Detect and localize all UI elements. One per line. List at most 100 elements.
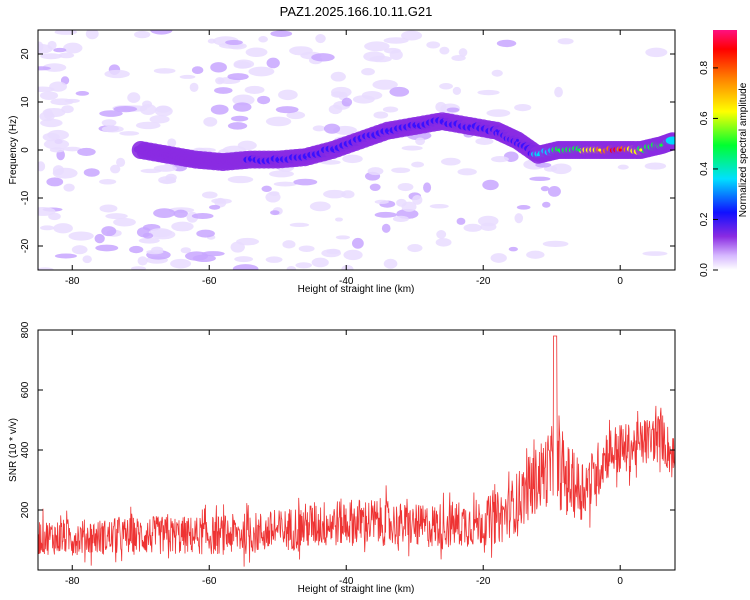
spectrogram-noise-blob <box>191 66 204 75</box>
spectrogram-noise-blob <box>542 201 551 208</box>
spectrogram-noise-blob <box>617 164 629 170</box>
spectrogram-noise-blob <box>104 69 130 79</box>
spectrogram-y-label: Frequency (Hz) <box>8 116 19 185</box>
spectrogram-noise-blob <box>105 213 128 220</box>
spectrogram-noise-blob <box>529 176 551 182</box>
spectrogram-noise-blob <box>116 157 126 168</box>
spectrogram-noise-blob <box>457 168 477 176</box>
spectrogram-noise-blob <box>439 46 450 55</box>
spectrogram-noise-blob <box>482 179 499 191</box>
spectrogram-noise-blob <box>554 86 563 98</box>
spectrogram-noise-blob <box>286 111 306 120</box>
colorbar-tick-label: 0.4 <box>699 162 710 176</box>
spectrogram-noise-blob <box>452 86 462 95</box>
spectrogram-noise-blob <box>248 66 275 77</box>
spectrogram-noise-blob <box>119 131 140 136</box>
spectrogram-noise-blob <box>49 147 65 153</box>
spectrogram-noise-blob <box>293 178 318 186</box>
spectrogram-noise-blob <box>323 123 341 134</box>
spectrogram-ridge-point <box>166 153 170 157</box>
y-tick-label: 200 <box>20 501 31 518</box>
spectrogram-noise-blob <box>341 97 353 107</box>
spectrogram-noise-blob <box>113 217 136 227</box>
spectrogram-noise-blob <box>309 201 331 212</box>
spectrogram-ridge-core <box>665 136 675 145</box>
spectrogram-noise-blob <box>516 205 531 210</box>
spectrogram-noise-blob <box>49 81 67 92</box>
spectrogram-noise-blob <box>225 39 243 45</box>
spectrogram-noise-blob <box>514 103 532 112</box>
spectrogram-noise-blob <box>207 38 216 44</box>
spectrogram-noise-blob <box>257 95 271 105</box>
spectrogram-noise-blob <box>232 102 252 112</box>
spectrogram-noise-blob <box>42 63 67 72</box>
x-tick-label: -40 <box>339 276 354 287</box>
colorbar-tick-label: 0.2 <box>699 212 710 226</box>
spectrogram-ridge-point <box>385 129 389 133</box>
snr-panel: -80 -60 -40 -20 0 200 400 600 800 Height of str… <box>8 321 676 595</box>
spectrogram-noise-blob <box>62 146 82 152</box>
spectrogram-noise-blob <box>490 156 509 163</box>
spectrogram-noise-blob <box>137 256 148 266</box>
spectrogram-noise-blob <box>426 41 441 49</box>
spectrogram-noise-blob <box>244 85 265 94</box>
spectrogram-noise-blob <box>435 238 452 247</box>
y-tick-label: 10 <box>20 96 31 108</box>
spectrogram-noise-blob <box>491 69 503 77</box>
spectrogram-panel: -80 -60 -40 -20 0 -20 -10 0 10 20 Height of stra… <box>8 29 676 295</box>
spectrogram-noise-blob <box>232 264 259 270</box>
spectrogram-noise-blob <box>170 258 192 269</box>
spectrogram-noise-blob <box>38 161 46 172</box>
spectrogram-noise-blob <box>83 168 100 177</box>
spectrogram-noise-blob <box>99 178 117 185</box>
spectrogram-noise-blob <box>173 209 188 218</box>
x-tick-label: 0 <box>617 576 623 587</box>
spectrogram-noise-blob <box>261 185 272 192</box>
spectrogram-noise-blob <box>148 228 173 238</box>
spectrogram-y-ticks: -20 -10 0 10 20 <box>20 48 675 253</box>
spectrogram-noise-blob <box>185 251 209 261</box>
spectrogram-noise-blob <box>542 240 569 248</box>
spectrogram-noise-blob <box>463 223 483 232</box>
spectrogram-noise-blob <box>63 42 83 54</box>
spectrogram-noise-blob <box>508 246 518 252</box>
spectrogram-noise-blob <box>265 116 292 127</box>
spectrogram-noise-blob <box>180 247 192 254</box>
snr-x-label: Height of straight line (km) <box>298 584 415 595</box>
spectrogram-x-ticks: -80 -60 -40 -20 0 <box>65 30 623 287</box>
spectrogram-ridge-point <box>303 155 307 159</box>
spectrogram-noise-blob <box>496 39 517 48</box>
spectrogram-noise-blob <box>245 47 268 57</box>
spectrogram-ridge-point <box>331 148 335 152</box>
spectrogram-noise-blob <box>270 30 293 37</box>
spectrogram-noise-blob <box>61 105 74 114</box>
spectrogram-noise-blob <box>46 177 64 187</box>
spectrogram-noise-blob <box>54 253 77 259</box>
spectrogram-ridge-point <box>276 158 280 162</box>
spectrogram-noise-blob <box>369 55 392 63</box>
spectrogram-noise-blob <box>270 210 280 216</box>
spectrogram-noise-blob <box>311 53 335 62</box>
spectrogram-noise-blob <box>43 108 53 120</box>
spectrogram-noise-blob <box>131 266 146 270</box>
spectrogram-noise-blob <box>389 49 403 61</box>
spectrogram-ridge-point <box>221 160 225 164</box>
spectrogram-noise-blob <box>53 47 67 53</box>
spectrogram-noise-blob <box>557 38 574 45</box>
spectrogram-noise-blob <box>392 215 409 223</box>
spectrogram-noise-blob <box>150 30 173 35</box>
spectrogram-noise-blob <box>273 181 297 187</box>
y-tick-label: 800 <box>20 321 31 338</box>
spectrogram-noise-blob <box>167 138 177 148</box>
spectrogram-ridge-point <box>139 148 143 152</box>
spectrogram-noise-blob <box>52 165 65 176</box>
spectrogram-noise-blob <box>215 198 232 204</box>
spectrogram-noise-blob <box>258 35 268 43</box>
spectrogram-noise-blob <box>269 170 295 178</box>
spectrogram-ridge-point <box>536 153 540 157</box>
spectrogram-noise-blob <box>227 73 249 81</box>
spectrogram-noise-blob <box>315 34 326 44</box>
spectrogram-noise-blob <box>286 266 297 270</box>
spectrogram-noise-blob <box>320 159 341 165</box>
spectrogram-noise-blob <box>282 240 296 249</box>
